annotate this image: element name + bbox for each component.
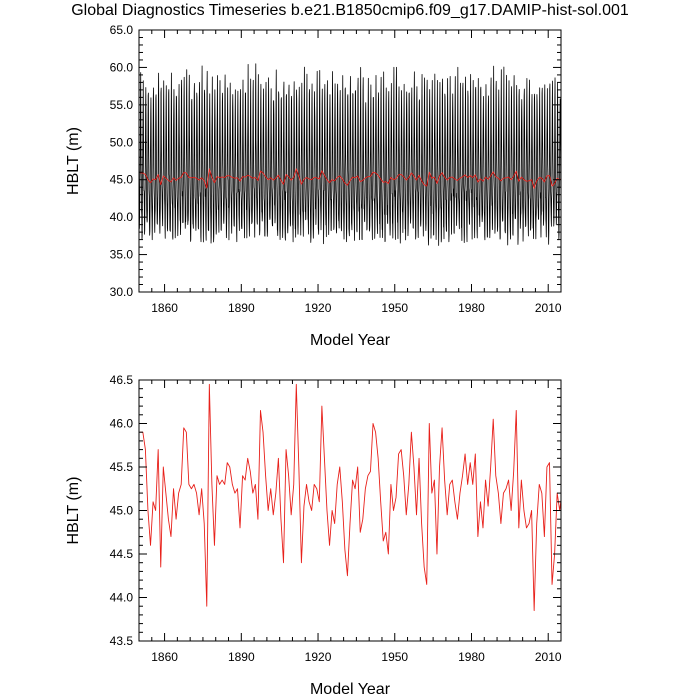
y-tick-label: 45.0 <box>110 173 134 187</box>
y-tick-label: 46.5 <box>110 373 134 387</box>
x-tick-label: 1950 <box>381 650 408 664</box>
y-tick-label: 35.0 <box>110 248 134 262</box>
y-tick-label: 43.5 <box>110 634 134 648</box>
y-tick-label: 40.0 <box>110 210 134 224</box>
x-tick-label: 2010 <box>535 650 562 664</box>
y-axis-label: HBLT (m) <box>65 477 82 545</box>
y-tick-label: 44.0 <box>110 591 134 605</box>
x-tick-label: 1920 <box>305 301 332 315</box>
plot-frame <box>138 379 562 642</box>
y-tick-label: 65.0 <box>110 23 134 37</box>
plot-area <box>140 383 561 611</box>
x-tick-label: 1980 <box>458 650 485 664</box>
y-tick-label: 50.0 <box>110 135 134 149</box>
x-tick-label: 1980 <box>458 301 485 315</box>
x-tick-label: 1860 <box>151 301 178 315</box>
plot-frame <box>138 29 562 293</box>
y-tick-label: 46.0 <box>110 417 134 431</box>
x-tick-label: 2010 <box>535 301 562 315</box>
x-tick-label: 1860 <box>151 650 178 664</box>
x-tick-label: 1920 <box>305 650 332 664</box>
y-tick-label: 45.0 <box>110 504 134 518</box>
annual-mean-series-line <box>140 168 561 189</box>
y-tick-label: 45.5 <box>110 460 134 474</box>
y-tick-label: 55.0 <box>110 98 134 112</box>
monthly-series-line <box>139 63 561 246</box>
x-axis-label: Model Year <box>310 332 391 349</box>
y-tick-label: 44.5 <box>110 547 134 561</box>
x-tick-label: 1890 <box>228 650 255 664</box>
annual-mean-series-line <box>140 383 561 611</box>
top-panel: 1860 1890 1920 1950 1980 2010 30.0 35.0 40.0 45.0… <box>65 23 562 349</box>
y-tick-label: 30.0 <box>110 285 134 299</box>
x-axis-label: Model Year <box>310 681 391 698</box>
x-tick-label: 1890 <box>228 301 255 315</box>
y-tick-label: 60.0 <box>110 60 134 74</box>
x-tick-label: 1950 <box>381 301 408 315</box>
y-axis-label: HBLT (m) <box>65 127 82 195</box>
chart-title: Global Diagnostics Timeseries b.e21.B185… <box>71 2 629 19</box>
bottom-panel: 1860 1890 1920 1950 1980 2010 43.5 44.0 44.5 45.0… <box>65 373 562 698</box>
plot-area <box>139 63 561 246</box>
